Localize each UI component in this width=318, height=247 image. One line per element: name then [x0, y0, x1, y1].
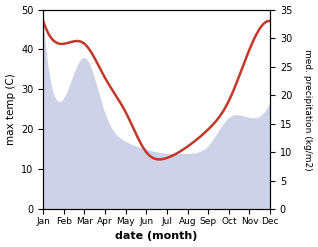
Y-axis label: max temp (C): max temp (C): [5, 74, 16, 145]
X-axis label: date (month): date (month): [115, 231, 198, 242]
Y-axis label: med. precipitation (kg/m2): med. precipitation (kg/m2): [303, 49, 313, 170]
